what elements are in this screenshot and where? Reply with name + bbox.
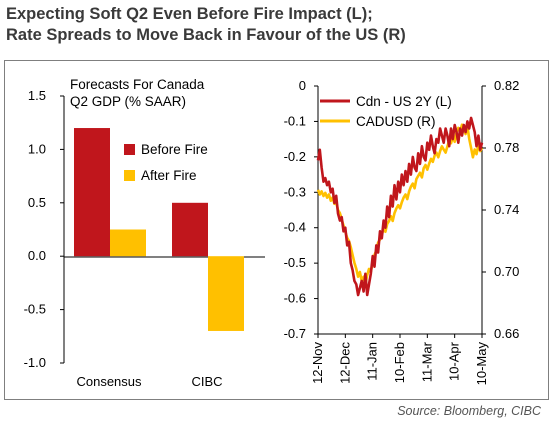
left-y-tick-label: 0 [299,78,306,93]
bar-y-tick-label: -0.5 [24,302,46,317]
x-tick-label: 11-Mar [419,341,434,382]
left-y-tick-label: -0.5 [284,255,306,270]
legend-label-cdn-us-2y: Cdn - US 2Y (L) [356,94,452,109]
right-y-tick-label: 0.70 [494,264,519,279]
legend-label-after-fire: After Fire [141,168,197,183]
bar-y-tick-label: 1.5 [28,88,46,103]
series-line-cadusd [316,123,484,286]
line-chart: 0 -0.1 -0.2 -0.3 -0.4 -0.5 -0.6 -0.7 0.82 0.78 0.… [284,78,520,385]
chart-title: Expecting Soft Q2 Even Before Fire Impac… [6,4,551,46]
right-y-tick-label: 0.78 [494,140,519,155]
bar-after-fire-1 [208,256,244,331]
x-tick-label: 12-Dec [337,342,352,384]
x-tick-label: 11-Jan [365,342,380,381]
bar-y-tick-label: 1.0 [28,141,46,156]
bar-chart-title-line-2: Q2 GDP (% SAAR) [70,94,186,109]
chart-title-line-2: Rate Spreads to Move Back in Favour of t… [6,26,406,44]
right-y-tick-label: 0.66 [494,326,519,341]
bar-before-fire-0 [74,128,110,257]
left-y-tick-label: -0.7 [284,326,306,341]
left-y-tick-label: -0.4 [284,220,306,235]
left-y-tick-label: -0.6 [284,291,306,306]
chart-title-line-1: Expecting Soft Q2 Even Before Fire Impac… [6,5,373,23]
left-y-tick-label: -0.3 [284,184,306,199]
right-y-tick-label: 0.74 [494,202,519,217]
legend-swatch-after-fire [124,170,135,181]
right-y-tick-label: 0.82 [494,78,519,93]
source-note: Source: Bloomberg, CIBC [397,404,541,418]
x-tick-label: 10-Feb [392,342,407,383]
x-tick-label: 10-Apr [447,341,462,381]
bar-chart: -1.0 -0.5 0.0 0.5 1.0 1.5 Consensus CIBC Forec… [24,77,265,389]
x-tick-label: 12-Nov [310,342,325,384]
left-y-tick-label: -0.2 [284,149,306,164]
bar-y-tick-label: 0.0 [28,248,46,263]
bar-chart-title-line-1: Forecasts For Canada [70,77,205,92]
bar-y-tick-label: 0.5 [28,195,46,210]
legend-label-cadusd: CADUSD (R) [356,114,436,129]
series-line-cdn-us-2y [316,116,484,297]
bar-after-fire-0 [110,229,146,257]
bar-category-label: Consensus [76,374,142,389]
x-tick-label: 10-May [474,342,489,386]
bar-before-fire-1 [172,202,208,257]
bar-y-tick-label: -1.0 [24,355,46,370]
left-y-tick-label: -0.1 [284,113,306,128]
legend-label-before-fire: Before Fire [141,142,208,157]
bar-category-label: CIBC [191,374,222,389]
legend-swatch-before-fire [124,144,135,155]
